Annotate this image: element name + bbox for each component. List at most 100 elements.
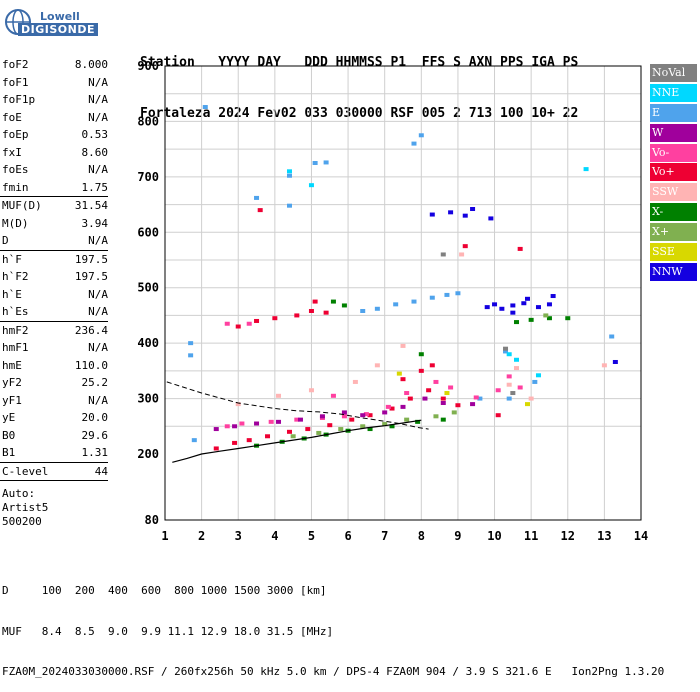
param-divider bbox=[0, 480, 108, 481]
param-row: hmF2 236.4 bbox=[0, 322, 112, 340]
param-name: hmE bbox=[2, 358, 22, 372]
param-row: B1 1.31 bbox=[0, 444, 112, 462]
data-point bbox=[444, 391, 450, 396]
footer: D 100 200 400 600 800 1000 1500 3000 [km… bbox=[2, 557, 664, 692]
param-divider bbox=[0, 196, 108, 197]
param-row: foF1 N/A bbox=[0, 74, 112, 92]
param-name: fmin bbox=[2, 180, 29, 194]
param-name: hmF1 bbox=[2, 341, 29, 354]
param-name: h`F bbox=[2, 252, 22, 266]
param-row: yF1 N/A bbox=[0, 392, 112, 410]
param-row: hmE 110.0 bbox=[0, 357, 112, 375]
param-name: foF1 bbox=[2, 75, 29, 89]
data-point bbox=[418, 368, 424, 373]
param-value: 44 bbox=[94, 464, 108, 478]
param-row: h`F 197.5 bbox=[0, 251, 112, 269]
data-point bbox=[191, 438, 197, 443]
param-value: N/A bbox=[88, 234, 108, 247]
param-row: MUF(D) 31.54 bbox=[0, 197, 112, 215]
data-point bbox=[532, 379, 538, 384]
data-point bbox=[495, 413, 501, 418]
param-name: yF1 bbox=[2, 393, 22, 407]
data-point bbox=[528, 396, 534, 401]
x-tick-label: 13 bbox=[597, 529, 611, 543]
data-point bbox=[341, 414, 347, 419]
legend-item: Vo+ bbox=[650, 163, 697, 182]
param-divider bbox=[0, 320, 108, 322]
data-point bbox=[276, 419, 282, 424]
plot-frame bbox=[164, 65, 642, 521]
data-point bbox=[213, 427, 219, 432]
param-name: yF2 bbox=[2, 376, 22, 389]
data-point bbox=[393, 302, 399, 307]
data-point bbox=[235, 402, 241, 407]
param-name: fxI bbox=[2, 145, 22, 159]
param-name: foE bbox=[2, 110, 22, 124]
x-tick-label: 12 bbox=[561, 529, 575, 543]
data-point bbox=[297, 417, 303, 422]
param-value: 31.54 bbox=[74, 199, 108, 212]
param-divider bbox=[0, 249, 108, 251]
data-point bbox=[477, 396, 483, 401]
data-point bbox=[294, 417, 300, 422]
data-point bbox=[286, 203, 292, 208]
data-point bbox=[308, 308, 314, 313]
y-tick-label: 500 bbox=[137, 281, 159, 295]
data-point bbox=[188, 353, 194, 358]
data-point bbox=[235, 324, 241, 329]
data-point bbox=[352, 379, 358, 384]
data-point bbox=[224, 424, 230, 429]
param-name: h`F2 bbox=[2, 270, 29, 283]
param-value: N/A bbox=[88, 393, 108, 407]
data-point bbox=[246, 438, 252, 443]
param-name: B1 bbox=[2, 446, 16, 459]
data-point bbox=[389, 406, 395, 411]
legend-item: SSW bbox=[650, 183, 697, 202]
x-tick-label: 11 bbox=[524, 529, 538, 543]
y-tick-label: 700 bbox=[137, 170, 159, 184]
data-point bbox=[503, 349, 509, 354]
logo-line1: Lowell bbox=[40, 10, 80, 23]
autoscale-info-line: Auto: bbox=[2, 487, 36, 500]
x-tick-label: 14 bbox=[634, 529, 648, 543]
legend-item: X+ bbox=[650, 223, 697, 242]
data-point bbox=[224, 321, 230, 326]
param-row: foEs N/A bbox=[0, 161, 112, 179]
param-row: yE 20.0 bbox=[0, 409, 112, 427]
footer-muf-row: MUF 8.4 8.5 9.0 9.9 11.1 12.9 18.0 31.5 … bbox=[2, 624, 334, 638]
param-divider bbox=[0, 461, 108, 463]
data-point bbox=[444, 292, 450, 297]
data-point bbox=[451, 410, 457, 415]
data-point bbox=[429, 295, 435, 300]
param-value: 1.31 bbox=[81, 446, 109, 459]
param-value: N/A bbox=[88, 93, 108, 106]
y-tick-label: 300 bbox=[137, 392, 159, 406]
data-point bbox=[535, 373, 541, 378]
data-point bbox=[506, 374, 512, 379]
data-point bbox=[514, 366, 520, 371]
data-point bbox=[517, 246, 523, 251]
data-point bbox=[330, 299, 336, 304]
data-point bbox=[448, 210, 454, 215]
param-row: hmF1 N/A bbox=[0, 339, 112, 357]
legend-item: W bbox=[650, 123, 697, 142]
data-point bbox=[232, 424, 238, 429]
data-point bbox=[510, 310, 516, 315]
data-point bbox=[565, 316, 571, 321]
data-point bbox=[360, 424, 366, 429]
data-point bbox=[374, 306, 380, 311]
virtual-height-model-curve bbox=[166, 381, 429, 430]
data-point bbox=[411, 141, 417, 146]
data-point bbox=[257, 208, 263, 213]
data-point bbox=[459, 252, 465, 257]
autoscale-info-line: Artist5 bbox=[2, 501, 49, 514]
param-value: 1.75 bbox=[81, 180, 109, 194]
data-point bbox=[429, 363, 435, 368]
legend-item: NoVal bbox=[650, 64, 697, 82]
data-point bbox=[327, 423, 333, 428]
data-point bbox=[404, 391, 410, 396]
data-point bbox=[470, 207, 476, 212]
data-point bbox=[360, 413, 366, 418]
data-point bbox=[535, 305, 541, 310]
param-row: h`F2 197.5 bbox=[0, 268, 112, 286]
